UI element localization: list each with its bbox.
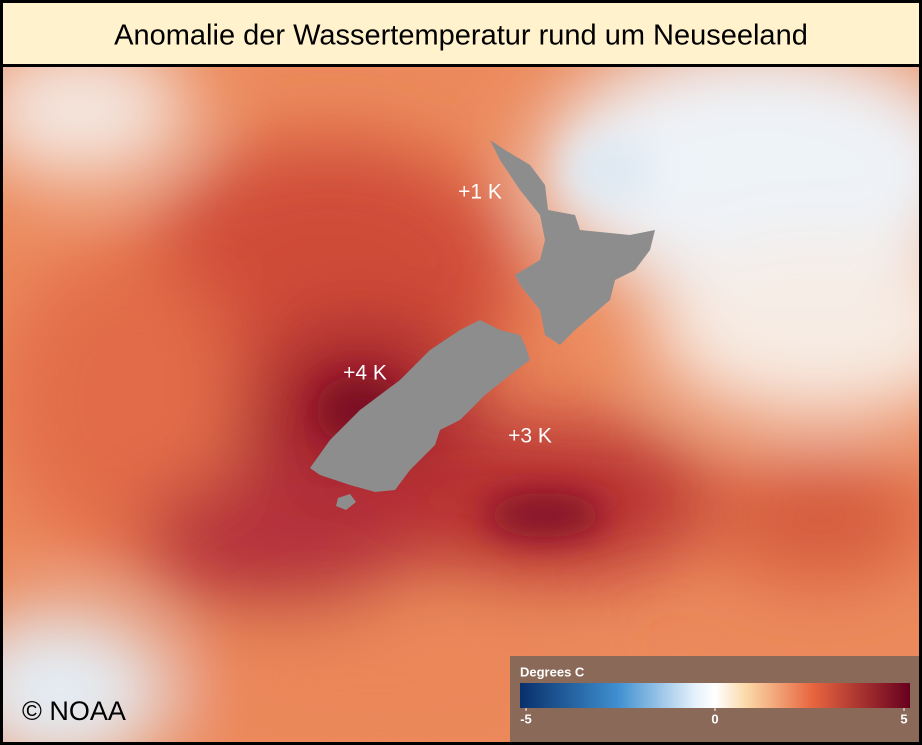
- legend: Degrees C -5 0 5: [510, 656, 919, 742]
- credit: © NOAA: [22, 696, 126, 726]
- legend-title: Degrees C: [520, 664, 585, 679]
- stewart-island: [336, 494, 356, 510]
- map: [3, 66, 919, 742]
- south-island: [310, 320, 530, 492]
- legend-tick-label: 5: [900, 711, 907, 726]
- annotation: +4 K: [343, 362, 387, 385]
- title: Anomalie der Wassertemperatur rund um Ne…: [114, 20, 808, 52]
- annotation: +1 K: [458, 181, 502, 204]
- title-bar: [3, 3, 919, 64]
- title-divider: [0, 64, 922, 67]
- legend-tick-label: 0: [711, 711, 718, 726]
- north-island: [490, 140, 655, 345]
- annotation: +3 K: [508, 425, 552, 448]
- colorbar: [520, 683, 910, 708]
- legend-tick-label: -5: [520, 711, 532, 726]
